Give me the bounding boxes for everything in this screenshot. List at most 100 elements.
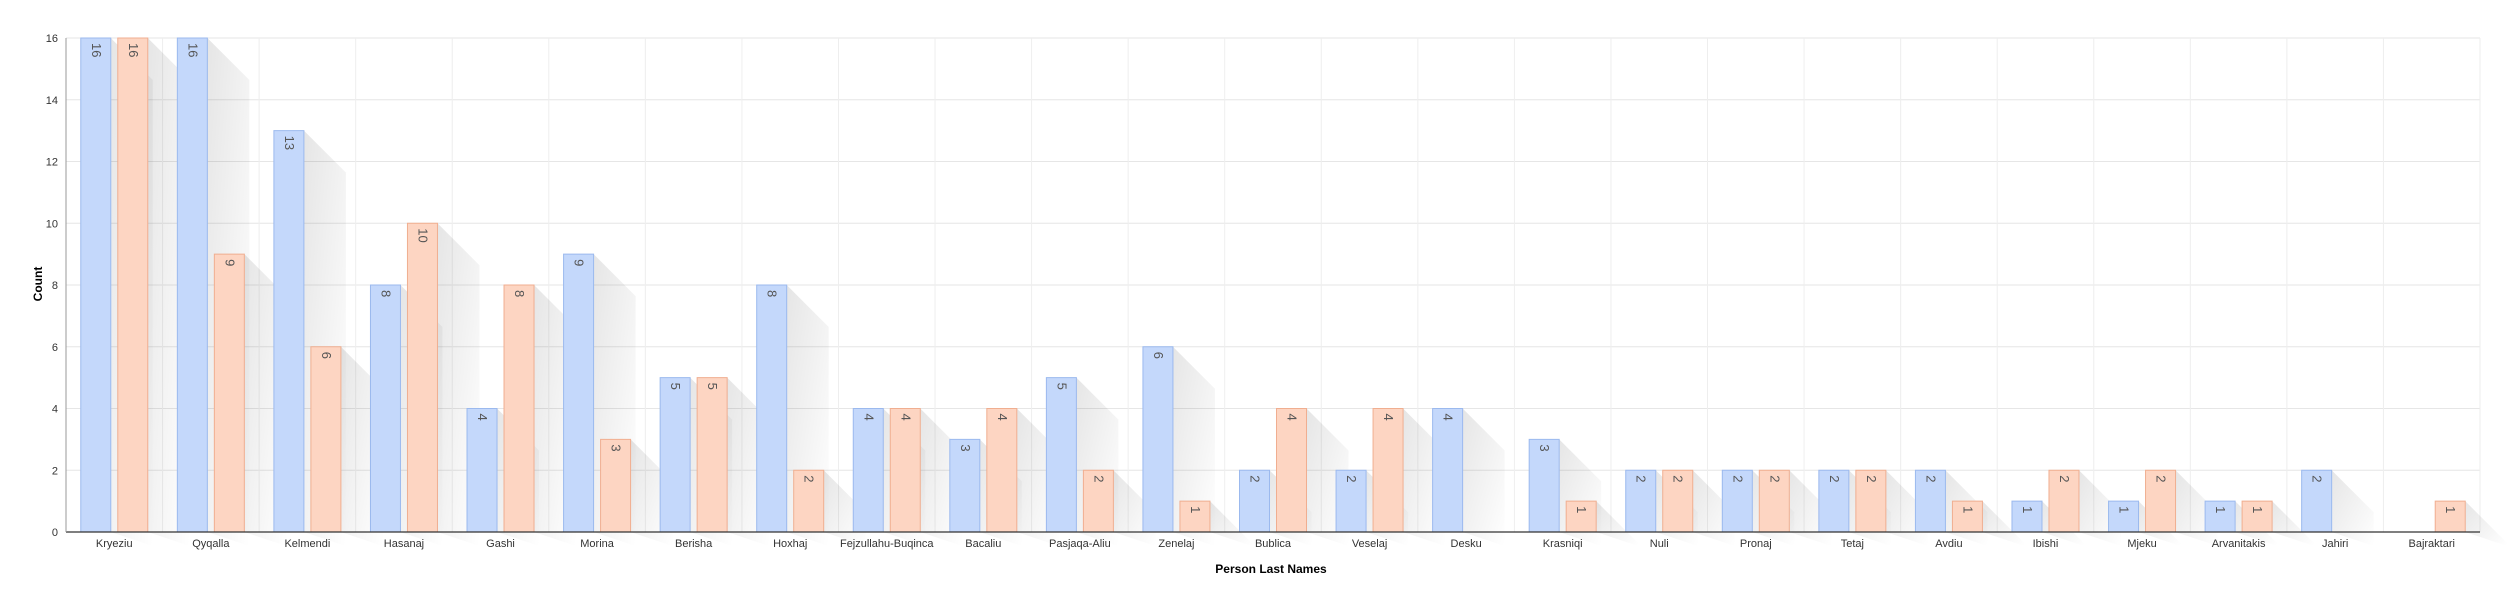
bar-value-label: 8 bbox=[765, 290, 780, 297]
bar-value-label: 1 bbox=[1574, 506, 1589, 513]
bar-value-label: 2 bbox=[1827, 475, 1842, 482]
bar-value-label: 1 bbox=[2117, 506, 2132, 513]
bar bbox=[466, 408, 498, 533]
bar-value-label: 2 bbox=[1730, 475, 1745, 482]
bar bbox=[986, 408, 1018, 533]
bar-shadow bbox=[1596, 501, 1639, 546]
bar-value-label: 16 bbox=[89, 43, 104, 57]
x-tick-label: Arvanitakis bbox=[2212, 538, 2266, 550]
bar-value-label: 2 bbox=[1634, 475, 1649, 482]
x-tick-label: Pasjaqa-Aliu bbox=[1049, 538, 1111, 550]
x-tick-label: Hoxhaj bbox=[773, 538, 807, 550]
bar bbox=[80, 37, 112, 533]
bar-shadow bbox=[2331, 470, 2374, 546]
bar bbox=[310, 346, 342, 533]
bar-value-label: 8 bbox=[512, 290, 527, 297]
y-tick-label: 14 bbox=[46, 95, 58, 107]
bar bbox=[2204, 500, 2236, 533]
x-tick-label: Morina bbox=[580, 538, 615, 550]
bar-value-label: 2 bbox=[1671, 475, 1686, 482]
x-tick-label: Jahiri bbox=[2322, 538, 2348, 550]
bar-value-label: 16 bbox=[185, 43, 200, 57]
bars bbox=[80, 37, 2466, 533]
bar bbox=[369, 284, 401, 533]
x-tick-label: Berisha bbox=[675, 538, 713, 550]
x-tick-label: Avdiu bbox=[1935, 538, 1962, 550]
x-tick-label: Qyqalla bbox=[192, 538, 230, 550]
bar-value-label: 2 bbox=[1248, 475, 1263, 482]
bar-shadow bbox=[1209, 501, 1252, 546]
bar bbox=[2011, 500, 2043, 533]
x-tick-label: Veselaj bbox=[1352, 538, 1387, 550]
bar-value-label: 2 bbox=[802, 475, 817, 482]
bar bbox=[273, 130, 305, 533]
bar-value-label: 4 bbox=[475, 414, 490, 421]
y-tick-label: 10 bbox=[46, 218, 58, 230]
x-tick-label: Bacaliu bbox=[965, 538, 1001, 550]
bar-value-label: 4 bbox=[898, 414, 913, 421]
bar bbox=[1758, 469, 1790, 533]
bar bbox=[213, 253, 245, 533]
bar-value-label: 4 bbox=[1381, 414, 1396, 421]
bar-value-label: 13 bbox=[282, 136, 297, 150]
bar bbox=[2108, 500, 2140, 533]
y-tick-label: 2 bbox=[52, 465, 58, 477]
x-tick-label: Mjeku bbox=[2127, 538, 2156, 550]
bar-value-label: 2 bbox=[2154, 475, 2169, 482]
bar-value-label: 2 bbox=[1091, 475, 1106, 482]
bar-shadow bbox=[1982, 501, 2025, 546]
y-tick-label: 16 bbox=[46, 33, 58, 45]
bar-value-label: 2 bbox=[2057, 475, 2072, 482]
bar-value-label: 2 bbox=[1767, 475, 1782, 482]
bar-value-label: 1 bbox=[2443, 506, 2458, 513]
bar bbox=[949, 438, 981, 533]
bar bbox=[2048, 469, 2080, 533]
bar bbox=[1045, 377, 1077, 533]
bar-shadow bbox=[1462, 408, 1505, 546]
y-tick-label: 0 bbox=[52, 527, 58, 539]
bar bbox=[1914, 469, 1946, 533]
bar bbox=[659, 377, 691, 533]
bar-value-label: 3 bbox=[958, 444, 973, 451]
bar-shadow bbox=[1172, 346, 1215, 546]
bar bbox=[696, 377, 728, 533]
bar-value-label: 2 bbox=[1923, 475, 1938, 482]
bar-value-label: 8 bbox=[378, 290, 393, 297]
bar-value-label: 4 bbox=[1285, 414, 1300, 421]
bar bbox=[1276, 408, 1307, 533]
bar bbox=[1565, 500, 1597, 533]
bar-value-label: 1 bbox=[2250, 506, 2265, 513]
bar-value-label: 16 bbox=[126, 43, 141, 57]
x-tick-label: Bajraktari bbox=[2408, 538, 2454, 550]
bar bbox=[756, 284, 788, 533]
bar bbox=[1142, 346, 1174, 533]
bar-value-label: 4 bbox=[995, 414, 1010, 421]
bar-value-label: 6 bbox=[1151, 352, 1166, 359]
bar bbox=[2434, 500, 2466, 533]
bar bbox=[1855, 469, 1887, 533]
bar-value-label: 1 bbox=[1188, 506, 1203, 513]
bar-value-label: 2 bbox=[1864, 475, 1879, 482]
bar-value-label: 4 bbox=[1441, 414, 1456, 421]
bar bbox=[503, 284, 535, 533]
bar-shadow bbox=[2272, 501, 2315, 546]
bar-value-label: 5 bbox=[705, 383, 720, 390]
bar-value-label: 9 bbox=[572, 259, 587, 266]
bar-value-label: 1 bbox=[1960, 506, 1975, 513]
y-tick-label: 12 bbox=[46, 157, 58, 169]
bar bbox=[889, 408, 921, 533]
bar bbox=[1335, 469, 1367, 533]
bar bbox=[1625, 469, 1657, 533]
x-tick-label: Hasanaj bbox=[384, 538, 424, 550]
bar-value-label: 2 bbox=[2310, 475, 2325, 482]
x-tick-label: Nuli bbox=[1650, 538, 1669, 550]
x-tick-label: Pronaj bbox=[1740, 538, 1772, 550]
bar bbox=[1082, 469, 1114, 533]
bar-value-label: 5 bbox=[1054, 383, 1069, 390]
bar bbox=[1432, 408, 1464, 533]
x-tick-label: Tetaj bbox=[1841, 538, 1864, 550]
x-tick-label: Krasniqi bbox=[1543, 538, 1583, 550]
bar bbox=[406, 222, 438, 533]
